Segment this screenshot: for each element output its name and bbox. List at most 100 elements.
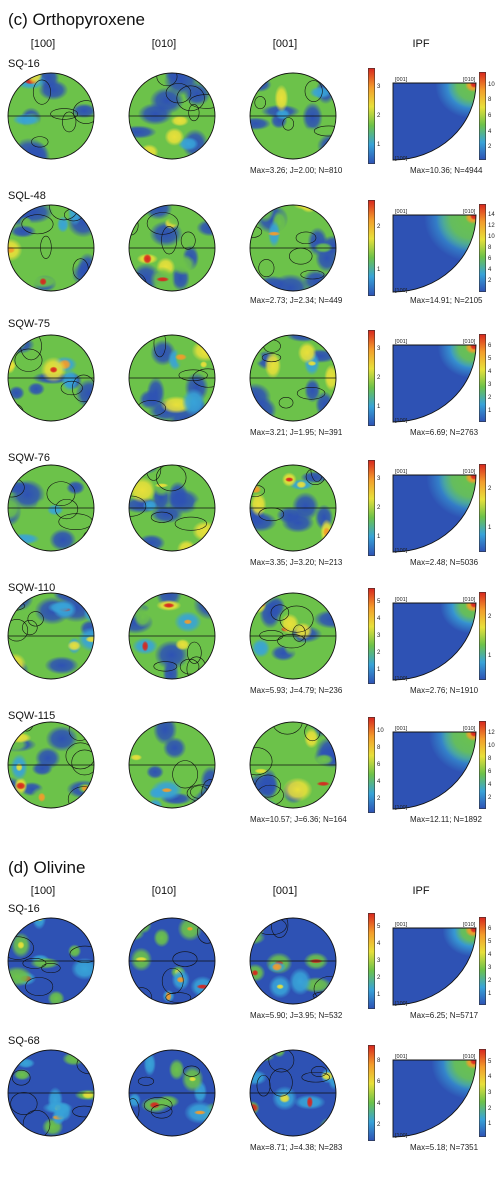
sample-label: SQ-68 — [8, 1035, 40, 1047]
pole-colorbar-tick: 3 — [377, 633, 381, 639]
pole-figure — [128, 72, 216, 160]
ipf-axis-label: [100] — [395, 676, 408, 682]
ipf-colorbar-tick: 1 — [488, 1121, 492, 1128]
stats-label: Max=5.90; J=3.95; N=532 — [250, 1011, 343, 1020]
pole-colorbar-tick: 2 — [377, 223, 381, 230]
pole-colorbar-tick: 1 — [377, 533, 381, 540]
pole-colorbar — [368, 588, 375, 684]
pole-colorbar — [368, 330, 375, 426]
ipf-colorbar-tick: 5 — [488, 938, 492, 945]
column-header: [010] — [151, 38, 177, 50]
pole-figure — [7, 204, 95, 292]
ipf-triangle — [392, 344, 477, 423]
stats-label: Max=3.26; J=2.00; N=810 — [250, 166, 343, 175]
ipf-axis-label: [010] — [463, 922, 476, 928]
pole-colorbar-tick: 5 — [377, 923, 381, 930]
ipf-stats-label: Max=5.18; N=7351 — [410, 1143, 479, 1152]
ipf-colorbar-tick: 4 — [488, 368, 492, 375]
pole-colorbar-tick: 3 — [377, 84, 381, 91]
pole-colorbar-tick: 6 — [377, 1079, 381, 1086]
ipf-axis-label: [100] — [395, 156, 408, 162]
pole-figure — [249, 721, 337, 809]
ipf-triangle — [392, 214, 477, 293]
sample-label: SQ-16 — [8, 58, 40, 70]
pole-colorbar-tick: 4 — [377, 615, 381, 622]
ipf-colorbar — [479, 917, 486, 1005]
ipf-axis-label: [001] — [395, 77, 408, 83]
pole-colorbar-tick: 2 — [377, 796, 381, 803]
ipf-colorbar-tick: 1 — [488, 524, 492, 531]
stats-label: Max=10.57; J=6.36; N=164 — [250, 815, 347, 824]
pole-colorbar — [368, 68, 375, 164]
ipf-axis-label: [010] — [463, 77, 476, 83]
pole-figure — [7, 917, 95, 1005]
pole-figure — [249, 204, 337, 292]
ipf-colorbar — [479, 1049, 486, 1137]
pole-figure — [249, 464, 337, 552]
pole-figure — [249, 72, 337, 160]
ipf-colorbar-tick: 12 — [488, 729, 495, 736]
ipf-colorbar-tick: 6 — [488, 113, 492, 119]
ipf-colorbar-tick: 3 — [488, 381, 492, 388]
pole-figure — [128, 721, 216, 809]
ipf-axis-label: [001] — [395, 209, 408, 215]
ipf-colorbar-tick: 1 — [488, 990, 492, 997]
ipf-colorbar-tick: 2 — [488, 278, 492, 285]
ipf-colorbar-tick: 10 — [488, 233, 495, 240]
ipf-colorbar-tick: 2 — [488, 144, 492, 151]
ipf-stats-label: Max=2.76; N=1910 — [410, 686, 479, 695]
stats-label: Max=5.93; J=4.79; N=236 — [250, 686, 343, 695]
pole-colorbar-tick: 6 — [377, 762, 381, 768]
pole-colorbar — [368, 460, 375, 556]
ipf-triangle — [392, 927, 477, 1006]
pole-figure — [128, 334, 216, 422]
ipf-colorbar-tick: 2 — [488, 977, 492, 984]
ipf-triangle — [392, 731, 477, 810]
pole-colorbar — [368, 717, 375, 813]
pole-figure — [7, 721, 95, 809]
ipf-axis-label: [010] — [463, 1054, 476, 1060]
ipf-colorbar-tick: 8 — [488, 755, 492, 762]
pole-colorbar-tick: 2 — [377, 1122, 381, 1129]
ipf-triangle — [392, 1059, 477, 1138]
ipf-axis-label: [001] — [395, 469, 408, 475]
ipf-colorbar-tick: 5 — [488, 1058, 492, 1065]
ipf-colorbar — [479, 204, 486, 292]
pole-colorbar — [368, 1045, 375, 1141]
column-header: [100] — [30, 38, 56, 50]
pole-figure — [249, 334, 337, 422]
pole-figure — [128, 917, 216, 1005]
pole-figure — [7, 464, 95, 552]
ipf-axis-label: [100] — [395, 418, 408, 424]
pole-figure — [249, 592, 337, 680]
ipf-colorbar-tick: 3 — [488, 1090, 492, 1096]
ipf-colorbar-tick: 2 — [488, 794, 492, 801]
sample-label: SQW-75 — [8, 318, 50, 330]
ipf-colorbar-tick: 6 — [488, 768, 492, 775]
pole-colorbar-tick: 4 — [377, 1100, 381, 1107]
column-header: [001] — [272, 885, 298, 897]
pole-colorbar-tick: 8 — [377, 744, 381, 751]
ipf-colorbar-tick: 8 — [488, 97, 492, 104]
pole-colorbar-tick: 8 — [377, 1057, 381, 1064]
ipf-colorbar-tick: 3 — [488, 964, 492, 971]
ipf-colorbar-tick: 14 — [488, 211, 495, 218]
pole-figure — [128, 204, 216, 292]
ipf-colorbar-tick: 8 — [488, 245, 492, 251]
pole-colorbar-tick: 1 — [377, 667, 381, 674]
column-header: [001] — [272, 38, 298, 50]
sample-label: SQW-76 — [8, 452, 50, 464]
pole-colorbar-tick: 1 — [377, 403, 381, 410]
ipf-colorbar — [479, 72, 486, 160]
pole-colorbar-tick: 3 — [377, 958, 381, 964]
ipf-colorbar — [479, 334, 486, 422]
pole-figure — [128, 464, 216, 552]
ipf-stats-label: Max=6.69; N=2763 — [410, 428, 479, 437]
pole-figure — [7, 72, 95, 160]
ipf-axis-label: [010] — [463, 726, 476, 732]
pole-colorbar-tick: 3 — [377, 476, 381, 483]
ipf-axis-label: [100] — [395, 1001, 408, 1007]
column-header: [100] — [30, 885, 56, 897]
pole-colorbar-tick: 1 — [377, 266, 381, 273]
pole-colorbar-tick: 5 — [377, 598, 381, 605]
